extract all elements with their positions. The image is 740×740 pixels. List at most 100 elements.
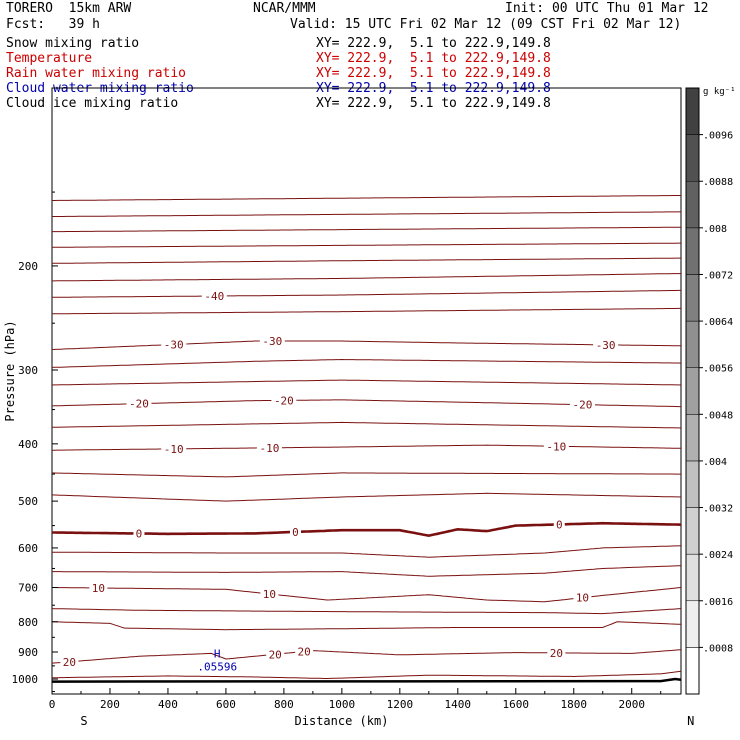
- colorbar-swatch: [685, 507, 700, 555]
- isotherm-line: [52, 226, 681, 233]
- isotherm-label-bg: [295, 645, 314, 658]
- colorbar-swatch: [685, 274, 700, 322]
- isotherm-label: -10: [259, 442, 279, 455]
- isotherm-label-bg: [289, 525, 301, 538]
- isotherm-label: -10: [164, 443, 184, 456]
- isotherm-label: 20: [269, 648, 282, 661]
- isotherm-line: [51, 421, 682, 429]
- colorbar-tick-label: .0048: [703, 410, 733, 421]
- isotherm-line: [51, 472, 681, 478]
- isotherm-label: 0: [556, 518, 563, 531]
- isotherm-label-bg: [201, 290, 227, 303]
- isotherm-line: [51, 379, 682, 386]
- header-model: TORERO 15km ARW: [6, 1, 132, 16]
- isotherm-label: -20: [573, 399, 593, 412]
- isotherm-line: [52, 289, 681, 298]
- y-tick-label: 800: [18, 616, 38, 629]
- colorbar-swatch: [685, 180, 700, 229]
- x-tick-label: 200: [100, 698, 120, 711]
- x-tick-label: 1400: [445, 698, 472, 711]
- isotherm-line: [52, 545, 682, 558]
- y-axis-label: Pressure (hPa): [3, 320, 17, 421]
- isotherm-label: 10: [92, 582, 105, 595]
- ground-line: [51, 677, 682, 683]
- x-tick-label: 0: [49, 698, 56, 711]
- colorbar-swatch: [685, 227, 700, 275]
- isotherm-label: 0: [292, 526, 299, 539]
- x-tick-label: 1000: [329, 698, 356, 711]
- isotherm-label: -30: [596, 339, 616, 352]
- colorbar-tick-label: .0056: [703, 364, 733, 375]
- isotherm-line: [51, 670, 682, 679]
- colorbar-tick-label: .0088: [703, 177, 733, 188]
- x-tick-label: 1800: [561, 698, 588, 711]
- colorbar-tick-label: .0064: [703, 317, 733, 328]
- isotherm-label-bg: [256, 441, 282, 454]
- isotherm-label: 20: [550, 647, 563, 660]
- field-name: Cloud ice mixing ratio: [6, 96, 179, 111]
- header-fcst: Fcst: 39 h: [6, 17, 100, 32]
- isotherm-label-bg: [593, 338, 619, 351]
- isotherm-label: -20: [129, 398, 149, 411]
- isotherm-label-bg: [126, 397, 152, 410]
- isotherm-line: [51, 649, 682, 664]
- y-tick-label: 1000: [12, 673, 39, 686]
- colorbar-swatch: [685, 87, 700, 135]
- isotherm-label: -30: [164, 338, 184, 351]
- colorbar-swatch: [685, 647, 700, 695]
- field-xy-range: XY= 222.9, 5.1 to 222.9,149.8: [316, 96, 551, 111]
- isotherm-label-bg: [271, 394, 297, 407]
- isotherm-label: 10: [263, 588, 276, 601]
- header-init: Init: 00 UTC Thu 01 Mar 12: [505, 1, 709, 16]
- isotherm-label-bg: [543, 440, 569, 453]
- isotherm-label: 0: [136, 528, 143, 541]
- field-xy-range: XY= 222.9, 5.1 to 222.9,149.8: [316, 66, 551, 81]
- cloud-water-max-value: .05596: [197, 660, 237, 673]
- isotherm-line: [52, 242, 681, 248]
- isotherm-line: [52, 257, 681, 264]
- y-tick-label: 300: [18, 364, 38, 377]
- isotherm-label-bg: [266, 648, 285, 661]
- colorbar-swatch: [685, 553, 700, 602]
- header-valid: Valid: 15 UTC Fri 02 Mar 12 (09 CST Fri …: [290, 17, 682, 32]
- isotherm-label: -30: [262, 335, 282, 348]
- x-tick-label: 600: [216, 698, 236, 711]
- isotherm-line: [52, 521, 682, 538]
- isotherm-line: [52, 444, 682, 451]
- y-tick-label: 500: [18, 495, 38, 508]
- isotherm-line: [51, 358, 682, 368]
- isotherm-label: -20: [274, 394, 294, 407]
- colorbar-tick-label: .0024: [703, 550, 733, 561]
- x-axis-label: Distance (km): [295, 714, 389, 728]
- colorbar-tick-label: .0016: [703, 597, 733, 608]
- isotherm-label-bg: [60, 655, 79, 668]
- isotherm-line: [52, 273, 682, 282]
- isotherm-line: [51, 340, 681, 350]
- y-tick-label: 700: [18, 581, 38, 594]
- x-tick-label: 1200: [387, 698, 414, 711]
- y-tick-label: 900: [18, 646, 38, 659]
- cloud-water-max-marker: H: [214, 647, 221, 660]
- isotherm-label-bg: [259, 335, 285, 348]
- colorbar-swatch: [685, 134, 700, 182]
- x-tick-label: 1600: [503, 698, 530, 711]
- isotherm-label: -40: [204, 290, 224, 303]
- plot-frame: [51, 87, 682, 695]
- isotherm-label-bg: [133, 527, 145, 540]
- isotherm-line: [52, 621, 682, 631]
- isotherm-label: 20: [298, 645, 311, 658]
- colorbar-tick-label: .0008: [703, 643, 733, 654]
- colorbar-tick-label: .0072: [703, 270, 733, 281]
- x-tick-label: 2000: [618, 698, 645, 711]
- isotherm-line: [51, 608, 682, 615]
- isotherm-line: [52, 195, 681, 201]
- x-end-label-south: S: [80, 714, 87, 728]
- field-xy-range: XY= 222.9, 5.1 to 222.9,149.8: [316, 36, 551, 51]
- isotherm-label-bg: [553, 518, 565, 531]
- isotherm-label-bg: [89, 581, 108, 594]
- isotherm-label-bg: [161, 338, 187, 351]
- colorbar-frame: [685, 87, 700, 695]
- isotherm-label-bg: [260, 587, 279, 600]
- isotherm-line: [52, 211, 682, 217]
